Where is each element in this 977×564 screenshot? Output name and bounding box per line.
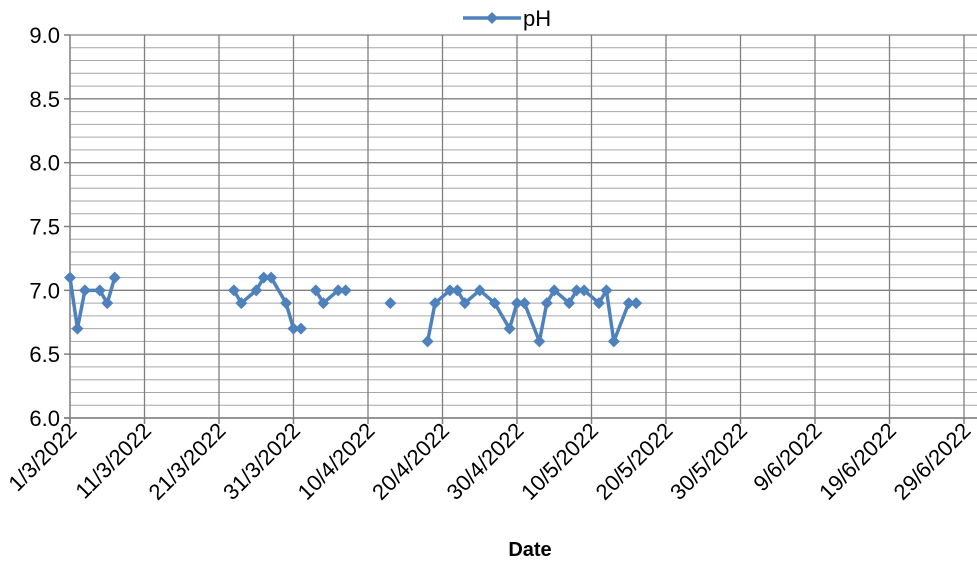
data-point-marker: [518, 297, 531, 310]
data-point-marker: [309, 284, 322, 297]
data-point-marker: [332, 284, 345, 297]
y-tick-label: 9.0: [29, 23, 60, 48]
y-tick-label: 6.5: [29, 342, 60, 367]
legend-label-ph: pH: [523, 6, 551, 31]
legend-diamond-marker: [486, 12, 498, 24]
data-point-marker: [451, 284, 464, 297]
data-point-marker: [622, 297, 635, 310]
data-point-marker: [235, 297, 248, 310]
data-point-marker: [287, 322, 300, 335]
x-tick-label: 10/4/2022: [293, 418, 380, 505]
data-point-marker: [607, 335, 620, 348]
data-point-marker: [257, 271, 270, 284]
series-ph: [64, 271, 643, 348]
data-point-marker: [265, 271, 278, 284]
data-point-marker: [540, 297, 553, 310]
x-tick-label: 19/6/2022: [814, 418, 901, 505]
data-point-marker: [578, 284, 591, 297]
x-tick-label: 11/3/2022: [70, 418, 156, 504]
data-point-marker: [101, 297, 114, 310]
data-point-marker: [250, 284, 263, 297]
x-tick-label: 10/5/2022: [516, 418, 603, 505]
x-axis-title: Date: [508, 539, 551, 561]
x-tick-label: 30/4/2022: [442, 418, 529, 505]
data-point-marker: [227, 284, 240, 297]
data-point-marker: [600, 284, 613, 297]
x-tick-label: 9/6/2022: [748, 418, 826, 496]
y-tick-label: 8.0: [29, 151, 60, 176]
y-tick-label: 8.5: [29, 87, 60, 112]
x-tick-label: 21/3/2022: [144, 418, 231, 505]
data-point-marker: [339, 284, 352, 297]
data-point-marker: [421, 335, 434, 348]
x-tick-label: 20/4/2022: [367, 418, 454, 505]
data-point-marker: [78, 284, 91, 297]
y-tick-label: 6.0: [29, 406, 60, 431]
minor-gridlines: [70, 47, 977, 406]
y-tick-label: 7.0: [29, 278, 60, 303]
x-tick-label: 31/3/2022: [218, 418, 305, 505]
data-point-marker: [93, 284, 106, 297]
data-point-marker: [280, 297, 293, 310]
data-point-marker: [570, 284, 583, 297]
data-point-marker: [630, 297, 643, 310]
data-point-marker: [458, 297, 471, 310]
x-tick-labels: 1/3/202211/3/202221/3/202231/3/202210/4/…: [3, 418, 975, 505]
data-point-marker: [548, 284, 561, 297]
data-point-marker: [64, 271, 76, 284]
data-point-marker: [384, 297, 397, 310]
major-gridlines: [70, 34, 977, 419]
data-point-marker: [71, 322, 84, 335]
x-tick-label: 20/5/2022: [591, 418, 678, 505]
data-point-marker: [443, 284, 456, 297]
data-point-marker: [563, 297, 576, 310]
x-tick-label: 30/5/2022: [665, 418, 752, 505]
y-tick-label: 7.5: [29, 215, 60, 240]
data-point-marker: [317, 297, 330, 310]
data-point-marker: [533, 335, 546, 348]
data-point-marker: [488, 297, 501, 310]
data-point-marker: [511, 297, 523, 310]
axes: [64, 35, 977, 424]
data-point-marker: [473, 284, 486, 297]
data-point-marker: [429, 297, 442, 310]
legend: pH: [463, 6, 551, 31]
x-tick-label: 29/6/2022: [889, 418, 976, 505]
y-tick-labels: 6.0 6.5 7.0 7.5 8.0 8.5 9.0: [29, 23, 70, 431]
data-point-marker: [503, 322, 516, 335]
data-point-marker: [294, 322, 307, 335]
data-point-marker: [592, 297, 605, 310]
data-point-marker: [108, 271, 121, 284]
